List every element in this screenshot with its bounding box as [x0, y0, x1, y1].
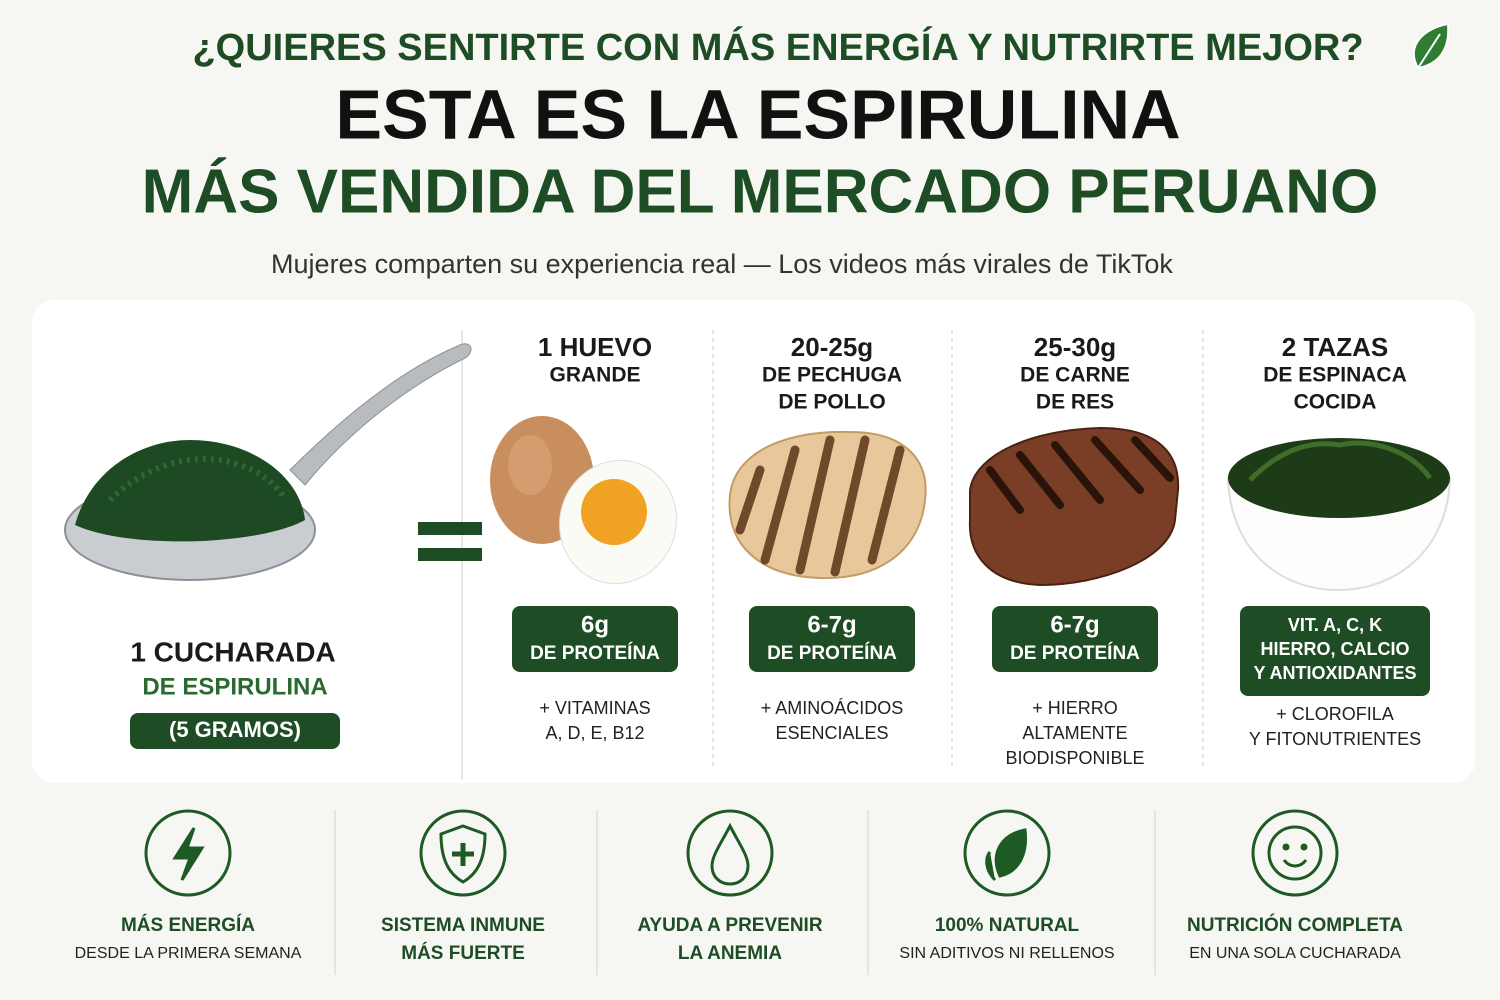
weight-pill: [130, 713, 340, 749]
title-line-2: MÁS VENDIDA DEL MERCADO PERUANO: [142, 157, 1379, 226]
benefit-subtitle: LA ANEMIA: [678, 943, 782, 964]
question: ¿QUIERES SENTIRTE CON MÁS ENERGÍA Y NUTR…: [192, 25, 1363, 69]
protein-badge: [512, 606, 678, 672]
benefit-subtitle: SIN ADITIVOS NI RELLENOS: [899, 945, 1114, 962]
badge-text: DE PROTEÍNA: [767, 642, 897, 664]
benefit-title: NUTRICIÓN COMPLETA: [1187, 914, 1403, 936]
subtitle: Mujeres comparten su experiencia real — …: [271, 249, 1173, 279]
item-note: + AMINOÁCIDOS: [761, 698, 904, 718]
item-title: GRANDE: [549, 364, 640, 387]
spoon-illustration: [64, 343, 472, 581]
badge-text: HIERRO, CALCIO: [1260, 639, 1409, 659]
item-title: COCIDA: [1294, 391, 1377, 414]
item-title: DE POLLO: [778, 391, 885, 414]
badge-text: 6-7g: [807, 611, 856, 638]
badge-text: DE PROTEÍNA: [530, 642, 660, 664]
benefit-title: 100% NATURAL: [935, 915, 1080, 936]
leaf-icon: [1412, 22, 1450, 70]
protein-badge: [749, 606, 915, 672]
item-note: + CLOROFILA: [1276, 704, 1394, 724]
badge-text: DE PROTEÍNA: [1010, 642, 1140, 664]
item-title: 25-30g: [1034, 332, 1116, 362]
item-note: A, D, E, B12: [545, 723, 644, 743]
protein-badge: [1240, 606, 1430, 696]
steak-illustration: [968, 426, 1180, 587]
title-line-1: ESTA ES LA ESPIRULINA: [335, 75, 1180, 153]
spirulina-weight: (5 GRAMOS): [169, 717, 301, 742]
protein-badge: [992, 606, 1158, 672]
benefit-title: AYUDA A PREVENIR: [637, 915, 822, 936]
item-title: 20-25g: [791, 332, 873, 362]
item-title: DE CARNE: [1020, 364, 1130, 387]
spirulina-name: DE ESPIRULINA: [142, 673, 327, 700]
benefit-dividers: [334, 810, 1156, 975]
spinach-bowl-illustration: [1226, 438, 1452, 592]
badge-text: 6g: [581, 611, 609, 638]
benefit-subtitle: MÁS FUERTE: [401, 942, 525, 964]
item-note: + HIERRO: [1032, 698, 1118, 718]
chicken-illustration: [728, 430, 927, 580]
column-dividers: [712, 330, 1204, 770]
item-note: Y FITONUTRIENTES: [1249, 729, 1421, 749]
item-title: DE PECHUGA: [762, 364, 902, 387]
item-title: DE RES: [1036, 391, 1114, 414]
item-note: ESENCIALES: [775, 723, 888, 743]
spirulina-amount: 1 CUCHARADA: [130, 636, 335, 667]
benefit-subtitle: DESDE LA PRIMERA SEMANA: [75, 945, 302, 962]
item-title: DE ESPINACA: [1263, 364, 1407, 387]
egg-illustration: [490, 416, 677, 585]
badge-text: 6-7g: [1050, 611, 1099, 638]
item-note: ALTAMENTE: [1022, 723, 1127, 743]
benefit-title: MÁS ENERGÍA: [121, 914, 255, 936]
item-note: + VITAMINAS: [539, 698, 650, 718]
item-title: 1 HUEVO: [538, 332, 652, 362]
equals-sign: [418, 522, 482, 561]
badge-text: Y ANTIOXIDANTES: [1253, 663, 1416, 683]
item-title: 2 TAZAS: [1282, 332, 1388, 362]
benefit-icons: [144, 809, 1339, 897]
benefit-subtitle: EN UNA SOLA CUCHARADA: [1189, 945, 1401, 962]
badge-text: VIT. A, C, K: [1288, 615, 1382, 635]
benefit-title: SISTEMA INMUNE: [381, 915, 545, 936]
item-note: BIODISPONIBLE: [1005, 748, 1144, 768]
